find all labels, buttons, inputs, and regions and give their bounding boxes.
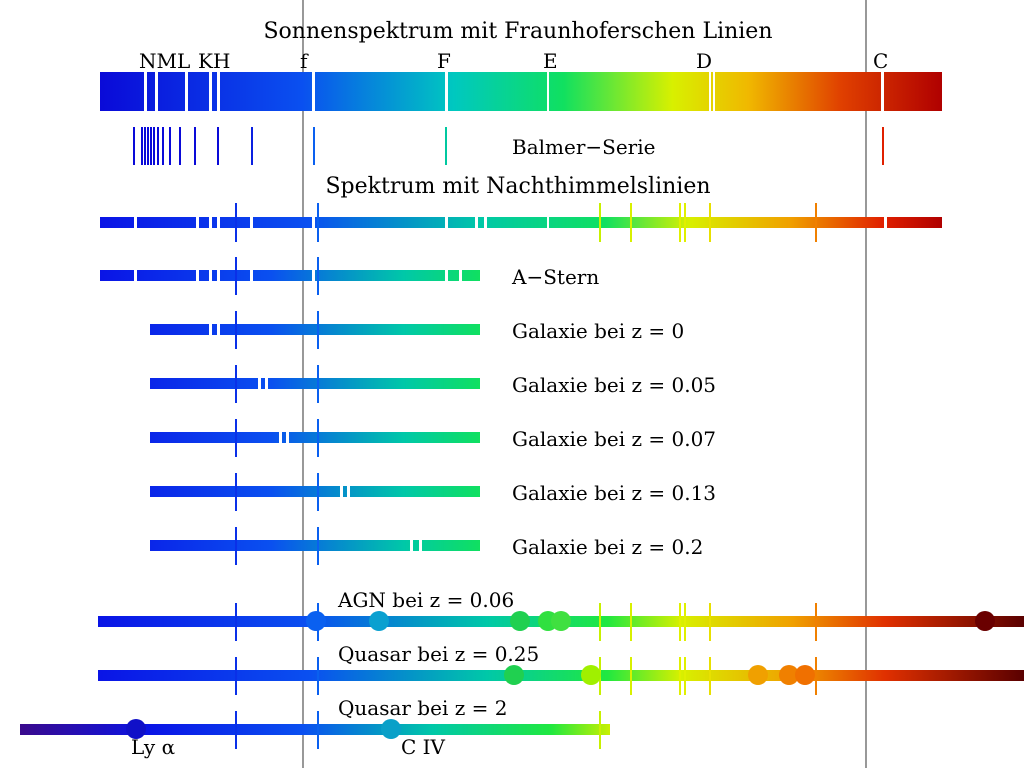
quasar2-spectrum [20,711,610,749]
fraunhofer-label-D: D [696,49,712,73]
a-star-spectrum [100,257,480,295]
civ-label: C IV [401,735,446,759]
galaxy-spectrum-z013 [150,473,480,511]
fraunhofer-label-f: f [300,49,309,73]
fraunhofer-label-nml: NML [139,49,190,73]
quasar2-label: Quasar bei z = 2 [338,696,507,720]
agn-emission-lines [306,611,995,631]
night-sky-title: Spektrum mit Nachthimmelslinien [325,174,710,199]
fraunhofer-labels: NML KH f F E D C [139,49,888,73]
galaxy-label-z005: Galaxie bei z = 0.05 [512,373,716,397]
galaxy-spectrum-z007 [150,419,480,457]
solar-spectrum-band [100,72,942,111]
fraunhofer-label-kh: KH [198,49,230,73]
galaxy-spectrum-z005 [150,365,480,403]
galaxy-spectrum-z02 [150,527,480,565]
galaxy-spectrum-z0 [150,311,480,349]
solar-spectrum-title: Sonnenspektrum mit Fraunhoferschen Linie… [263,19,772,44]
galaxy-label-z007: Galaxie bei z = 0.07 [512,427,716,451]
quasar2-emission-lines [126,719,401,739]
ly-alpha-label: Ly α [131,735,175,759]
a-star-label: A−Stern [511,265,599,289]
galaxy-label-z0: Galaxie bei z = 0 [512,319,684,343]
quasar1-label: Quasar bei z = 0.25 [338,642,539,666]
agn-spectrum [98,603,1024,641]
fraunhofer-label-E: E [543,49,558,73]
fraunhofer-label-F: F [437,49,451,73]
night-sky-spectrum [100,203,942,242]
galaxy-label-z013: Galaxie bei z = 0.13 [512,481,716,505]
agn-label: AGN bei z = 0.06 [337,588,514,612]
quasar1-spectrum [98,657,1024,695]
fraunhofer-label-C: C [873,49,888,73]
balmer-series-lines [133,127,884,165]
balmer-series-label: Balmer−Serie [512,135,655,159]
quasar1-emission-lines [504,665,815,685]
galaxy-label-z02: Galaxie bei z = 0.2 [512,535,703,559]
